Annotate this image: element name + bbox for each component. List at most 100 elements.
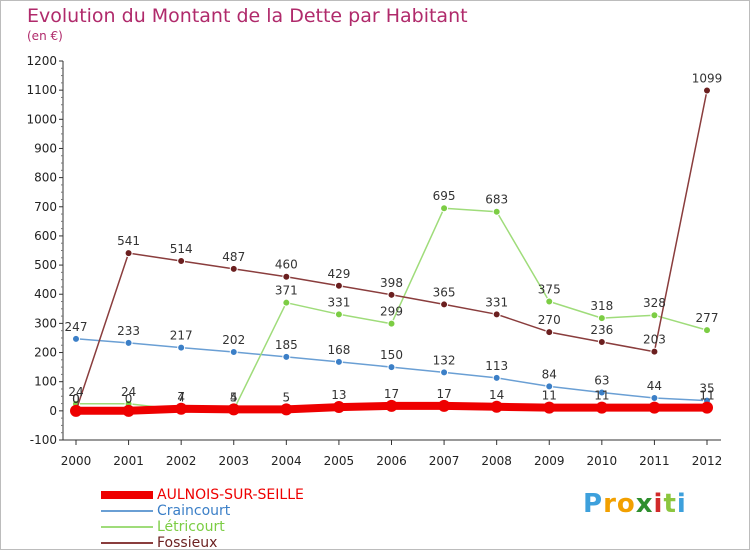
chart-unit: (en €) <box>27 29 63 43</box>
data-label-aulnois-sur-seille: 0 <box>125 392 133 406</box>
y-tick-label: 1200 <box>26 54 57 68</box>
data-label-craincourt: 150 <box>380 348 403 362</box>
data-label-l-tricourt: 24 <box>121 385 136 399</box>
x-tick-label: 2010 <box>587 454 618 468</box>
x-tick-label: 2003 <box>218 454 249 468</box>
data-label-aulnois-sur-seille: 7 <box>177 390 185 404</box>
data-label-l-tricourt: 371 <box>275 284 298 298</box>
legend-label: Fossieux <box>157 535 218 551</box>
data-point-aulnois-sur-seille <box>122 404 135 417</box>
data-point-fossieux <box>703 86 711 95</box>
data-label-fossieux: 398 <box>380 276 403 290</box>
x-tick-label: 2001 <box>113 454 144 468</box>
data-label-craincourt: 84 <box>542 367 557 381</box>
data-label-aulnois-sur-seille: 14 <box>489 388 504 402</box>
data-point-fossieux <box>597 338 606 347</box>
data-point-fossieux <box>545 328 554 337</box>
y-tick-label: 1000 <box>26 112 57 126</box>
data-point-fossieux <box>650 347 659 356</box>
data-label-craincourt: 44 <box>647 379 662 393</box>
data-label-aulnois-sur-seille: 11 <box>594 389 609 403</box>
data-point-l-tricourt <box>440 204 449 213</box>
data-label-fossieux: 236 <box>590 323 613 337</box>
data-label-fossieux: 1099 <box>692 71 723 85</box>
data-label-aulnois-sur-seille: 11 <box>699 389 714 403</box>
x-tick-label: 2012 <box>692 454 723 468</box>
data-point-fossieux <box>440 300 449 309</box>
data-point-fossieux <box>229 264 238 273</box>
y-tick-label: 200 <box>34 346 57 360</box>
data-label-craincourt: 35 <box>699 382 714 396</box>
logo-letter: o <box>616 489 636 519</box>
y-tick-label: -100 <box>30 433 57 447</box>
y-tick-label: 300 <box>34 316 57 330</box>
legend-swatch <box>101 542 153 544</box>
data-point-craincourt <box>545 382 554 391</box>
data-point-aulnois-sur-seille <box>648 401 661 414</box>
data-point-fossieux <box>124 249 133 258</box>
data-label-fossieux: 514 <box>170 242 193 256</box>
x-tick-label: 2004 <box>271 454 302 468</box>
logo-letter: P <box>583 489 604 519</box>
data-point-fossieux <box>387 290 396 299</box>
data-point-fossieux <box>177 256 186 265</box>
data-point-craincourt <box>650 394 659 403</box>
data-point-craincourt <box>124 338 133 347</box>
data-label-craincourt: 168 <box>327 343 350 357</box>
data-label-aulnois-sur-seille: 17 <box>436 387 451 401</box>
x-tick-label: 2007 <box>429 454 460 468</box>
data-label-fossieux: 460 <box>275 258 298 272</box>
logo-letter: t <box>663 489 677 519</box>
data-label-aulnois-sur-seille: 0 <box>72 392 80 406</box>
data-point-l-tricourt <box>545 297 554 306</box>
proxiti-logo: Proxiti <box>583 489 687 519</box>
legend-label: Craincourt <box>157 503 231 519</box>
data-point-craincourt <box>177 343 186 352</box>
x-tick-label: 2008 <box>481 454 512 468</box>
data-point-craincourt <box>229 347 238 356</box>
legend-swatch <box>101 526 153 528</box>
data-label-fossieux: 203 <box>643 333 666 347</box>
data-label-l-tricourt: 4 <box>230 391 238 405</box>
data-label-craincourt: 132 <box>433 353 456 367</box>
data-label-fossieux: 487 <box>222 250 245 264</box>
data-label-fossieux: 541 <box>117 234 140 248</box>
y-tick-label: 0 <box>49 404 57 418</box>
x-tick-label: 2011 <box>639 454 670 468</box>
data-point-aulnois-sur-seille <box>543 401 556 414</box>
logo-letter: x <box>635 489 654 519</box>
data-label-fossieux: 365 <box>433 285 456 299</box>
logo-letter: i <box>653 489 664 519</box>
data-label-craincourt: 185 <box>275 338 298 352</box>
data-point-aulnois-sur-seille <box>595 401 608 414</box>
data-label-l-tricourt: 4 <box>177 391 185 405</box>
data-label-fossieux: 331 <box>485 295 508 309</box>
y-tick-label: 600 <box>34 229 57 243</box>
legend-swatch <box>101 491 153 499</box>
data-label-l-tricourt: 331 <box>327 295 350 309</box>
data-label-craincourt: 217 <box>170 329 193 343</box>
data-point-craincourt <box>440 368 449 377</box>
chart-title: Evolution du Montant de la Dette par Hab… <box>27 5 468 27</box>
data-point-craincourt <box>387 363 396 372</box>
data-label-fossieux: 429 <box>327 267 350 281</box>
data-point-craincourt <box>334 357 343 366</box>
legend-label: Létricourt <box>157 519 225 535</box>
data-point-l-tricourt <box>703 326 711 335</box>
data-label-craincourt: 247 <box>65 320 88 334</box>
data-label-aulnois-sur-seille: 5 <box>230 390 238 404</box>
data-point-aulnois-sur-seille <box>438 399 451 412</box>
data-label-fossieux: 270 <box>538 313 561 327</box>
data-label-craincourt: 233 <box>117 324 140 338</box>
data-label-aulnois-sur-seille: 5 <box>283 390 291 404</box>
data-label-fossieux: 0 <box>72 392 80 406</box>
data-label-craincourt: 113 <box>485 359 508 373</box>
data-label-l-tricourt: 318 <box>590 299 613 313</box>
x-tick-label: 2000 <box>61 454 92 468</box>
y-tick-label: 700 <box>34 200 57 214</box>
data-point-l-tricourt <box>597 314 606 323</box>
data-point-aulnois-sur-seille <box>227 403 240 416</box>
legend-swatch <box>101 510 153 512</box>
